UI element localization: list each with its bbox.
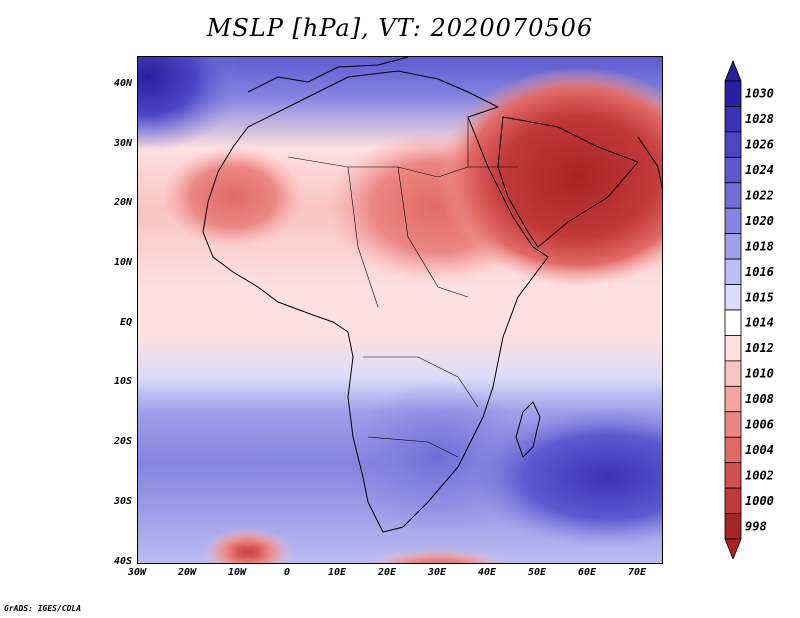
colorbar-swatch xyxy=(724,233,742,260)
lat-label: 40N xyxy=(113,78,132,89)
pressure-map xyxy=(137,56,663,564)
colorbar-label: 1028 xyxy=(745,112,774,126)
lat-label: 20N xyxy=(113,197,132,208)
europe-coastline xyxy=(247,57,409,93)
colorbar-swatch xyxy=(724,182,742,209)
colorbar-swatch xyxy=(724,156,742,184)
colorbar-swatch xyxy=(724,258,742,285)
colorbar-label: 1008 xyxy=(745,392,774,406)
indian-ocean-high xyxy=(468,407,662,547)
country-border xyxy=(467,117,518,168)
lon-label: 70E xyxy=(627,567,647,578)
colorbar-swatch xyxy=(724,284,742,311)
colorbar-swatch xyxy=(724,106,742,133)
colorbar-label: 1002 xyxy=(745,468,774,482)
colorbar-label: 1000 xyxy=(745,494,774,508)
azores-high xyxy=(138,57,243,152)
chart-title: MSLP [hPa], VT: 2020070506 xyxy=(206,14,594,42)
colorbar-swatch xyxy=(724,309,742,336)
colorbar-label: 1016 xyxy=(745,265,774,279)
colorbar-swatch xyxy=(724,436,742,464)
lat-label: EQ xyxy=(119,317,132,328)
colorbar-bottom-arrow xyxy=(724,538,742,559)
colorbar-label: 1024 xyxy=(745,163,774,177)
colorbar-swatch xyxy=(724,462,742,489)
pressure-field xyxy=(138,57,662,563)
colorbar-label: 1030 xyxy=(745,87,774,101)
lat-label: 30S xyxy=(113,496,132,507)
middle-east-low xyxy=(438,67,662,287)
lon-label: 20W xyxy=(177,567,197,578)
southwest-low xyxy=(203,527,293,563)
saharan-heat-low xyxy=(163,147,303,247)
colorbar-swatch xyxy=(724,335,742,362)
colorbar-label: 1012 xyxy=(745,341,774,355)
lat-label: 40S xyxy=(113,556,132,567)
colorbar-swatch xyxy=(724,131,742,158)
lon-label: 30E xyxy=(427,567,447,578)
colorbar-swatch xyxy=(724,207,742,235)
india-coastline xyxy=(637,136,662,190)
lon-label: 40E xyxy=(477,567,497,578)
lon-label: 0 xyxy=(283,567,291,578)
colorbar-swatch xyxy=(724,360,742,387)
colorbar: 1030 1028 1026 1024 1022 1020 1018 1016 1015 1014… xyxy=(724,59,774,559)
colorbar-swatch xyxy=(724,513,742,540)
country-border xyxy=(347,166,379,308)
colorbar-label: 1006 xyxy=(745,418,774,432)
lon-label: 60E xyxy=(577,567,597,578)
arabia-coastline xyxy=(497,116,639,248)
africa-coastline xyxy=(202,70,549,533)
madagascar-coastline xyxy=(515,401,541,458)
colorbar-label: 1018 xyxy=(745,239,774,253)
colorbar-top-arrow xyxy=(724,59,742,82)
colorbar-label: 1004 xyxy=(745,443,774,457)
colorbar-label: 1022 xyxy=(745,189,774,203)
lat-label: 10N xyxy=(113,257,132,268)
lon-label: 20E xyxy=(377,567,397,578)
country-border xyxy=(367,436,459,458)
south-low xyxy=(363,547,513,563)
colorbar-label: 1014 xyxy=(745,316,774,330)
lat-label: 20S xyxy=(113,436,132,447)
country-border xyxy=(363,356,479,408)
lon-label: 10E xyxy=(327,567,347,578)
grads-credit: GrADS: IGES/COLA xyxy=(4,604,82,613)
lon-label: 10W xyxy=(227,567,247,578)
colorbar-label: 998 xyxy=(745,519,767,533)
lat-label: 10S xyxy=(113,376,132,387)
country-border xyxy=(397,166,469,298)
colorbar-swatch xyxy=(724,487,742,514)
colorbar-label: 1010 xyxy=(745,367,774,381)
colorbar-swatch xyxy=(724,385,742,413)
lon-label: 50E xyxy=(527,567,547,578)
colorbar-swatch xyxy=(724,80,742,107)
colorbar-label: 1015 xyxy=(745,290,774,304)
lat-label: 30N xyxy=(113,138,132,149)
colorbar-label: 1020 xyxy=(745,214,774,228)
lon-label: 30W xyxy=(127,567,147,578)
colorbar-label: 1026 xyxy=(745,138,774,152)
colorbar-swatch xyxy=(724,411,742,438)
